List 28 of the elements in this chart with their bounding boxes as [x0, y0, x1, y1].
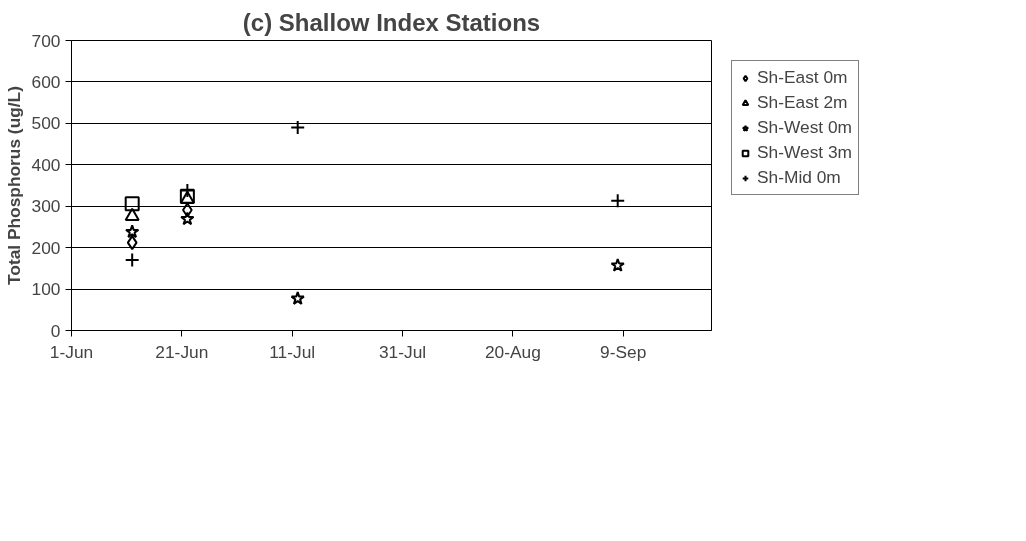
y-tick-label: 700: [31, 30, 61, 51]
y-tick-label: 400: [31, 154, 61, 175]
legend-label: Sh-Mid 0m: [757, 167, 841, 188]
x-tick-label: 11-Jul: [269, 341, 316, 362]
y-tick-label: 500: [31, 113, 61, 134]
y-tick-label: 600: [31, 71, 61, 92]
point: [124, 207, 140, 221]
x-tick-label: 21-Jun: [155, 341, 209, 362]
y-axis-title: Total Phosphorus (ug/L): [3, 86, 24, 285]
point: [124, 196, 140, 212]
x-tick-label: 31-Jul: [378, 341, 427, 362]
x-tick-label: 1-Jun: [49, 341, 94, 362]
point: [125, 224, 140, 239]
legend-label: Sh-East 0m: [757, 67, 848, 88]
y-tick-label: 300: [31, 196, 61, 217]
x-tick-label: 9-Sep: [600, 341, 647, 362]
legend-label: Sh-West 0m: [757, 117, 853, 138]
y-tick-label: 200: [31, 237, 61, 258]
point: [290, 291, 305, 305]
y-tick-label: 100: [31, 279, 61, 300]
y-tick-label: 0: [50, 320, 61, 341]
legend-label: Sh-West 3m: [757, 142, 853, 163]
chart-title: (c) Shallow Index Stations: [242, 8, 541, 36]
point: [610, 257, 625, 272]
point: [180, 211, 195, 226]
x-tick-label: 20-Aug: [484, 341, 541, 362]
point: [126, 235, 138, 251]
legend-label: Sh-East 2m: [757, 92, 848, 113]
